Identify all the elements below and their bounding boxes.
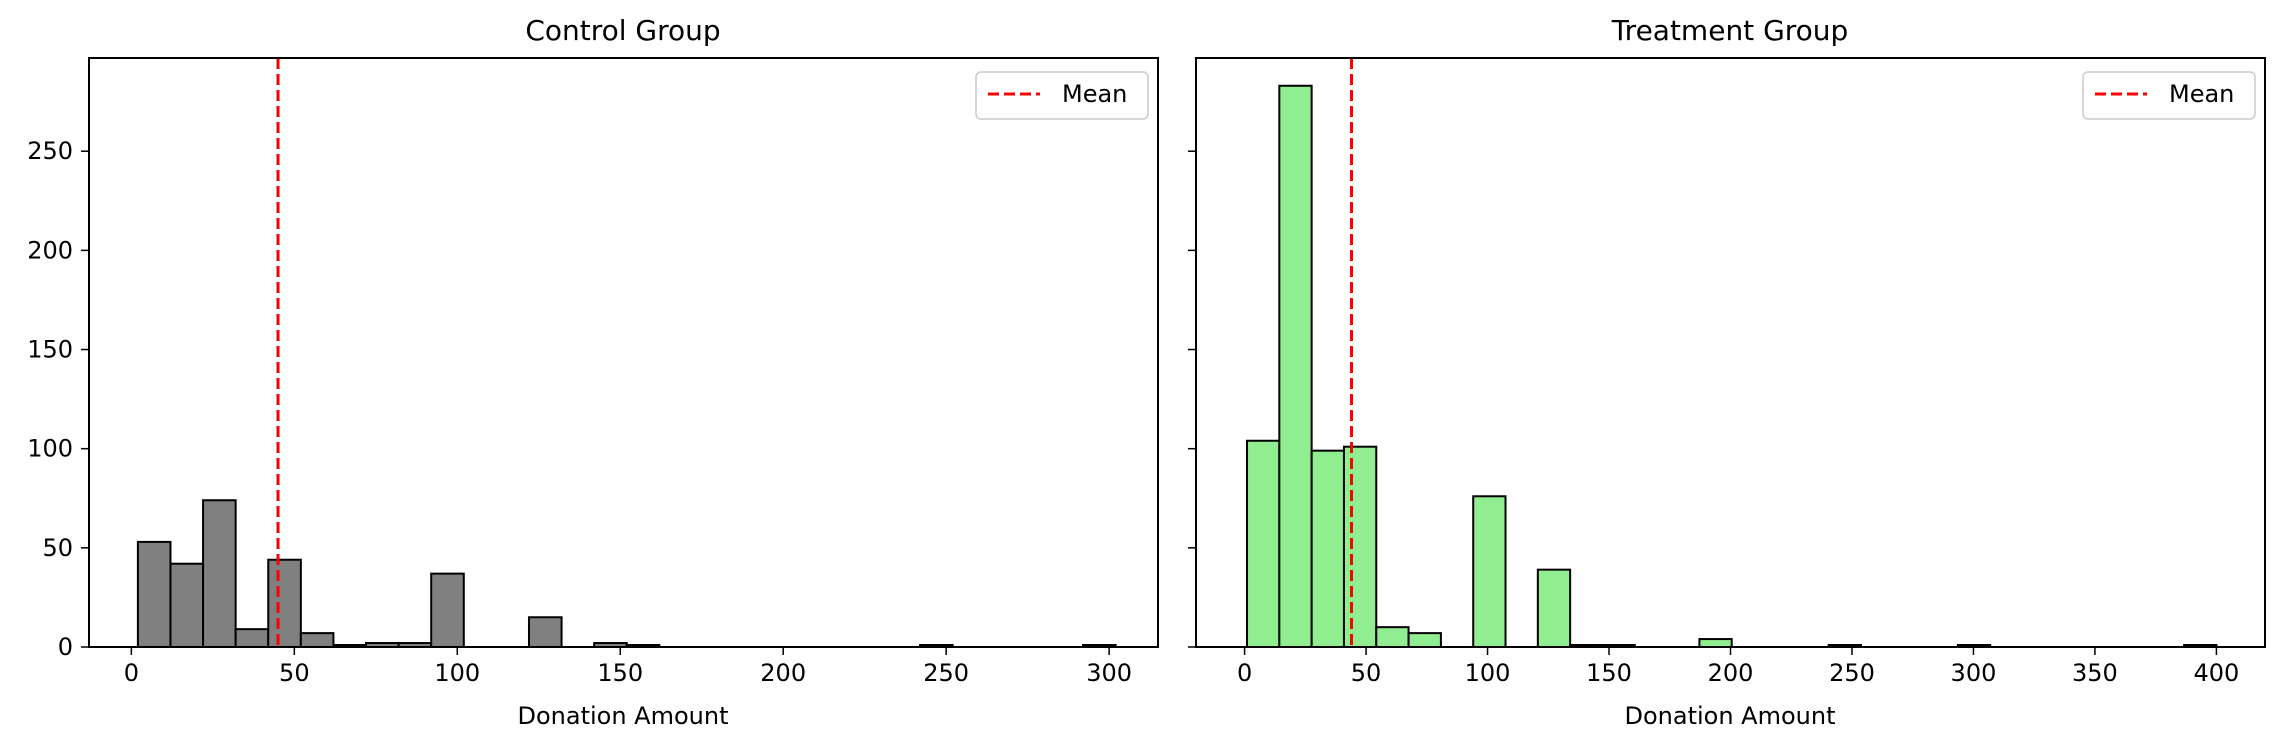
control-group-y-tick-label: 100 (27, 435, 73, 463)
treatment-group-histogram-bar (1698, 638, 1733, 649)
control-group-legend-box (975, 71, 1149, 120)
treatment-group-x-axis-label: Donation Amount (1625, 702, 1836, 730)
control-group-histogram-bar (299, 632, 335, 648)
control-group-y-tick-label: 0 (58, 633, 73, 661)
treatment-group-histogram-bar (1342, 445, 1378, 649)
control-group-histogram-bar (136, 540, 172, 649)
treatment-group-x-tick-label: 250 (1829, 659, 1875, 687)
control-group-y-tick-label: 250 (27, 137, 73, 165)
treatment-group-histogram-bar (1246, 439, 1281, 648)
control-group-axes-frame (88, 57, 1159, 648)
treatment-group-x-tick-label: 150 (1586, 659, 1632, 687)
treatment-group-axes-frame (1195, 57, 2266, 648)
control-group-x-tick-label: 0 (124, 659, 139, 687)
treatment-group-legend-box (2082, 71, 2256, 120)
control-group-x-tick-label: 50 (279, 659, 310, 687)
treatment-group-x-tick-label: 200 (1708, 659, 1754, 687)
control-group-bars (136, 499, 1117, 649)
control-group-x-ticks: 0 50 100 150 200 250 300 (124, 647, 1132, 687)
treatment-group-bars (1246, 84, 2218, 649)
control-group-histogram-bar (430, 572, 465, 648)
treatment-group-x-tick-label: 50 (1351, 659, 1382, 687)
treatment-group-y-ticks (1188, 150, 1196, 648)
treatment-group-histogram-bar (1407, 632, 1442, 648)
treatment-group-x-tick-label: 300 (1951, 659, 1997, 687)
treatment-group-legend-label: Mean (2169, 80, 2234, 108)
control-group-y-tick-label: 150 (27, 336, 73, 364)
control-group-histogram-bar (234, 628, 270, 649)
control-group-x-tick-label: 100 (434, 659, 480, 687)
treatment-group-x-tick-label: 100 (1465, 659, 1511, 687)
treatment-group-x-tick-label: 350 (2072, 659, 2118, 687)
control-group-legend-label: Mean (1062, 80, 1127, 108)
treatment-group-x-ticks: 0 50 100 150 200 250 300 350 400 (1237, 647, 2239, 687)
treatment-group-histogram-bar (1536, 568, 1572, 648)
treatment-group-x-tick-label: 0 (1237, 659, 1252, 687)
control-group-histogram-bar (169, 562, 205, 649)
treatment-group-histogram-bar (1310, 449, 1345, 649)
control-group-x-tick-label: 200 (760, 659, 806, 687)
treatment-group-x-tick-label: 400 (2194, 659, 2240, 687)
control-group-x-axis-label: Donation Amount (518, 702, 729, 730)
treatment-group-histogram-bar (1375, 626, 1410, 648)
treatment-group-histogram-bar (1472, 495, 1507, 648)
control-group-histogram-bar (267, 558, 302, 648)
treatment-group-histogram-bar (1278, 84, 1313, 648)
control-group-x-tick-label: 250 (923, 659, 969, 687)
control-group-title: Control Group (525, 14, 720, 47)
control-group-histogram-bar (527, 616, 563, 648)
control-group-panel: Control Group 0 50 100 150 200 250 300 0 50 100 1… (27, 14, 1159, 730)
control-group-legend: Mean (975, 71, 1149, 120)
treatment-group-title: Treatment Group (1611, 14, 1849, 47)
control-group-x-tick-label: 300 (1086, 659, 1132, 687)
control-group-y-tick-label: 200 (27, 236, 73, 264)
control-group-x-tick-label: 150 (597, 659, 643, 687)
control-group-y-ticks: 0 50 100 150 200 250 (27, 137, 89, 661)
control-group-y-tick-label: 50 (42, 534, 73, 562)
treatment-group-panel: Treatment Group 0 50 100 150 200 250 300 350 400… (1188, 14, 2266, 730)
control-group-histogram-bar (202, 499, 237, 648)
treatment-group-legend: Mean (2082, 71, 2256, 120)
